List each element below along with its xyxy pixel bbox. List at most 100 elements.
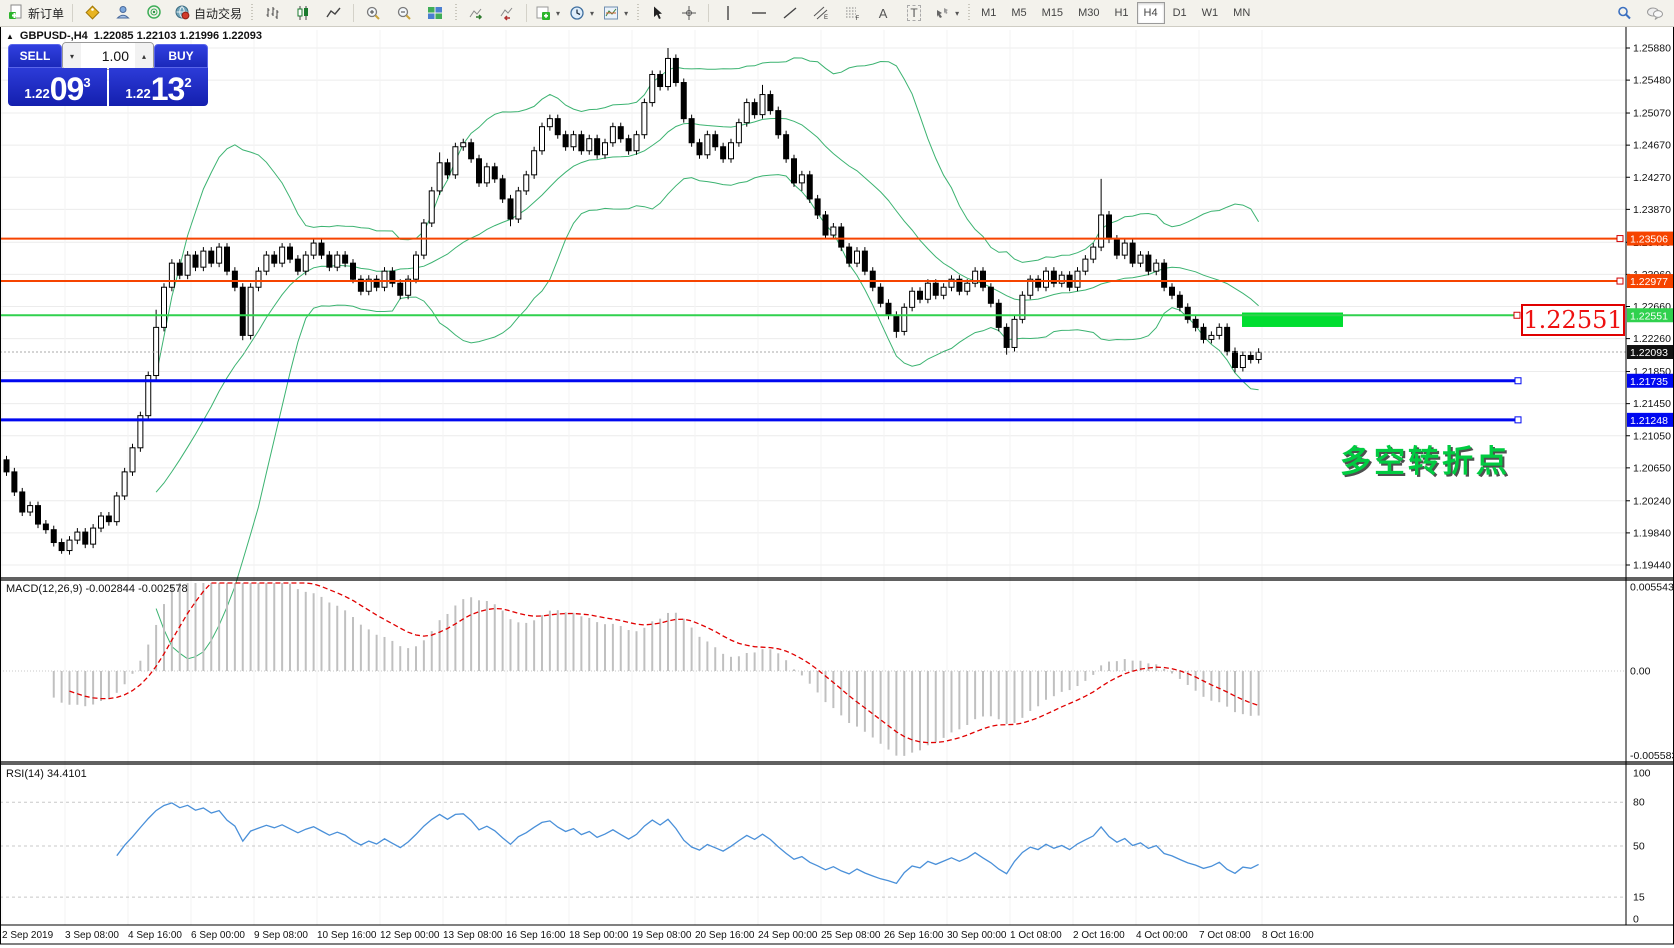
text-label-button[interactable]: T <box>899 1 929 25</box>
chat-button[interactable] <box>1640 1 1670 25</box>
macd-signal-line <box>69 582 1259 744</box>
svg-text:1.22551: 1.22551 <box>1630 310 1668 322</box>
indicators-icon <box>536 6 551 20</box>
buy-button[interactable]: BUY <box>154 44 208 68</box>
trendline-icon <box>783 7 797 19</box>
svg-text:2 Oct 16:00: 2 Oct 16:00 <box>1073 930 1125 941</box>
svg-text:25 Sep 08:00: 25 Sep 08:00 <box>821 930 881 941</box>
template-icon <box>604 6 619 20</box>
quotes-button[interactable] <box>77 1 107 25</box>
volume-decrease-button[interactable]: ▾ <box>63 43 81 69</box>
fibonacci-icon: F <box>846 7 860 21</box>
autotrade-icon <box>174 4 190 23</box>
timeframe-h4[interactable]: H4 <box>1136 2 1165 24</box>
timeframe-d1[interactable]: D1 <box>1172 7 1187 19</box>
svg-text:1.19840: 1.19840 <box>1633 527 1671 539</box>
collapse-icon[interactable]: ▲ <box>6 31 14 41</box>
volume-box: ▾ 1.00 ▴ <box>62 42 154 70</box>
equidistant-channel-button[interactable]: E <box>806 1 836 25</box>
horizontal-line-button[interactable] <box>744 1 774 25</box>
dropdown-arrow-icon: ▾ <box>624 8 629 18</box>
tag-icon <box>84 4 100 23</box>
indicators-button[interactable]: ▾ <box>531 1 564 25</box>
line-chart-button[interactable] <box>319 1 349 25</box>
sell-price-sup: 3 <box>83 75 91 90</box>
timeframe-mn[interactable]: MN <box>1233 7 1251 19</box>
search-button[interactable] <box>1609 1 1639 25</box>
candlestick-button[interactable] <box>288 1 318 25</box>
trendline-button[interactable] <box>775 1 805 25</box>
buy-price-sup: 2 <box>184 75 192 90</box>
svg-text:1.23506: 1.23506 <box>1630 234 1668 246</box>
crosshair-icon <box>682 6 697 20</box>
one-click-trade-panel: SELL ▾ 1.00 ▴ BUY 1.22 09 3 1.22 13 2 <box>8 42 208 106</box>
svg-text:E: E <box>824 15 828 21</box>
line-endpoint-marker <box>1616 235 1624 243</box>
svg-text:0.005543: 0.005543 <box>1630 582 1674 594</box>
price-callout-box[interactable]: 1.22551 <box>1521 304 1625 336</box>
autotrade-button[interactable]: 自动交易 <box>170 1 246 25</box>
zoom-in-button[interactable] <box>358 1 388 25</box>
bar-chart-button[interactable] <box>257 1 287 25</box>
chinese-annotation-text[interactable]: 多空转折点 <box>1340 444 1510 480</box>
svg-text:15: 15 <box>1633 892 1645 904</box>
line-endpoint-marker <box>1513 311 1521 319</box>
vertical-line-button[interactable] <box>713 1 743 25</box>
buy-price-display[interactable]: 1.22 13 2 <box>109 68 208 106</box>
templates-button[interactable]: ▾ <box>599 1 632 25</box>
zoom-in-icon <box>366 6 380 20</box>
volume-input[interactable]: 1.00 <box>81 43 135 69</box>
dropdown-arrow-icon: ▾ <box>590 8 595 18</box>
crosshair-button[interactable] <box>674 1 704 25</box>
svg-text:1 Oct 08:00: 1 Oct 08:00 <box>1010 930 1062 941</box>
timeframe-m5[interactable]: M5 <box>1011 7 1027 19</box>
cursor-button[interactable] <box>643 1 673 25</box>
search-icon <box>1618 6 1631 20</box>
volume-increase-button[interactable]: ▴ <box>135 43 153 69</box>
zoom-out-button[interactable] <box>389 1 419 25</box>
zoom-out-icon <box>397 6 411 20</box>
svg-text:1.24270: 1.24270 <box>1633 172 1671 184</box>
toolbar-grip <box>635 4 641 22</box>
auto-scroll-button[interactable] <box>461 1 491 25</box>
profile-icon <box>115 4 131 23</box>
sell-price-display[interactable]: 1.22 09 3 <box>8 68 107 106</box>
signals-button[interactable] <box>139 1 169 25</box>
svg-text:0.00: 0.00 <box>1630 666 1651 678</box>
rsi-line <box>116 802 1259 885</box>
svg-text:1.21450: 1.21450 <box>1633 398 1671 410</box>
new-order-button[interactable]: 新订单 <box>4 1 68 25</box>
svg-text:1.19440: 1.19440 <box>1633 560 1671 572</box>
svg-text:20 Sep 16:00: 20 Sep 16:00 <box>695 930 755 941</box>
accounts-button[interactable] <box>108 1 138 25</box>
separator <box>526 4 528 22</box>
arrows-button[interactable]: ▾ <box>930 1 963 25</box>
svg-text:1.20650: 1.20650 <box>1633 462 1671 474</box>
horizontal-line-objects[interactable] <box>0 235 1624 424</box>
timeframe-h1[interactable]: H1 <box>1114 7 1129 19</box>
svg-text:2 Sep 2019: 2 Sep 2019 <box>2 930 54 941</box>
svg-text:F: F <box>856 16 860 21</box>
candlestick-icon <box>297 6 309 20</box>
tile-windows-button[interactable] <box>420 1 450 25</box>
chart-shift-icon <box>500 7 513 21</box>
timeframe-w1[interactable]: W1 <box>1201 7 1219 19</box>
text-button[interactable]: A <box>868 1 898 25</box>
timeframe-m1[interactable]: M1 <box>981 7 997 19</box>
sell-button[interactable]: SELL <box>8 44 62 68</box>
time-scale-labels[interactable]: 2 Sep 2019 3 Sep 08:00 4 Sep 16:00 6 Sep 00… <box>2 930 1314 941</box>
svg-text:100: 100 <box>1633 768 1651 780</box>
svg-text:13 Sep 08:00: 13 Sep 08:00 <box>443 930 503 941</box>
periods-button[interactable]: ▾ <box>565 1 598 25</box>
fibonacci-button[interactable]: F <box>837 1 867 25</box>
signal-icon <box>146 4 162 23</box>
toolbar-grip <box>249 4 255 22</box>
chart-shift-button[interactable] <box>492 1 522 25</box>
clock-icon <box>570 6 584 20</box>
cursor-icon <box>654 6 663 19</box>
timeframe-m30[interactable]: M30 <box>1078 7 1100 19</box>
timeframe-m15[interactable]: M15 <box>1041 7 1064 19</box>
svg-text:16 Sep 16:00: 16 Sep 16:00 <box>506 930 566 941</box>
macd-indicator-label: MACD(12,26,9) -0.002844 -0.002578 <box>6 583 188 595</box>
